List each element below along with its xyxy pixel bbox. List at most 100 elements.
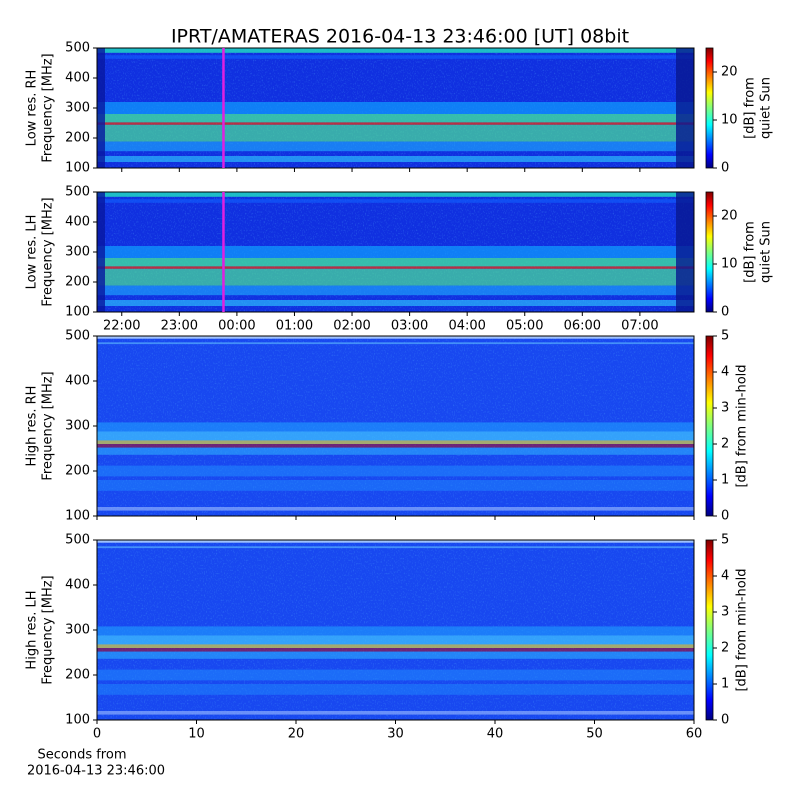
x-tick-label: 60 [686,727,703,742]
y-tick-label: 200 [65,131,90,146]
spectrogram-band [97,124,694,142]
spectrogram-band [97,546,694,549]
spectrogram-band [97,540,694,543]
colorbar-label: [dB] from [743,77,758,139]
y-tick-label: 200 [65,464,90,479]
x-tick-label: 06:00 [564,319,601,334]
spectrogram-edge [97,48,105,168]
spectrogram-band [97,300,694,306]
spectrogram-band [97,285,694,296]
spectrogram-band [97,342,694,345]
colorbar-tick-label: 0 [721,305,729,320]
y-axis-label: Frequency [MHz] [41,575,56,684]
colorbar-label: [dB] from [743,221,758,283]
spectrogram-band [97,336,694,339]
y-tick-label: 100 [65,161,90,176]
y-tick-label: 300 [65,245,90,260]
y-tick-label: 200 [65,275,90,290]
y-tick-label: 100 [65,509,90,524]
colorbar [705,539,714,721]
spectrogram-band [97,192,694,197]
spectrogram-band [97,156,694,162]
y-axis-label: Low res. RH [25,70,40,147]
spectrogram-band [97,648,694,652]
colorbar [705,47,714,169]
colorbar-tick-label: 1 [721,473,729,488]
colorbar-tick-label: 3 [721,401,729,416]
spectrogram-band [97,102,694,114]
y-tick-label: 300 [65,419,90,434]
spectrogram-band [97,447,694,455]
spectrogram-band [97,258,694,267]
spectrogram-band [97,440,694,444]
x-tick-label: 10 [188,727,205,742]
spectrogram-band [97,55,694,59]
y-tick-label: 400 [65,374,90,389]
spectrogram-band [97,199,694,203]
spectrogram-band [97,246,694,258]
colorbar-tick-label: 20 [721,65,738,80]
x-tick-label: 22:00 [103,319,140,334]
x-axis-label: 2016-04-13 23:46:00 [27,764,165,779]
x-tick-label: 0 [93,727,101,742]
spectrogram-band [97,266,694,269]
x-tick-label: 23:00 [161,319,198,334]
y-tick-label: 500 [65,41,90,56]
colorbar-label: [dB] from min-hold [735,364,750,487]
spectrogram-band [97,626,694,636]
spectrogram-band [97,507,694,511]
spectrogram-edge [676,48,694,168]
spectrogram-band [97,268,694,286]
spectrogram-band [97,48,694,53]
colorbar [705,335,714,517]
x-tick-label: 05:00 [506,319,543,334]
spectrogram-band [97,422,694,432]
y-tick-label: 400 [65,71,90,86]
y-axis-label: Frequency [MHz] [41,53,56,162]
x-tick-label: 07:00 [621,319,658,334]
colorbar-tick-label: 5 [721,533,729,548]
y-axis-label: Low res. LH [25,215,40,290]
y-tick-label: 400 [65,578,90,593]
x-axis-label: Seconds from [37,748,126,763]
x-tick-label: 04:00 [448,319,485,334]
colorbar [705,191,714,313]
y-tick-label: 100 [65,713,90,728]
x-tick-label: 00:00 [218,319,255,334]
spectrogram-band [97,141,694,152]
spectrogram-band [97,122,694,125]
y-tick-label: 400 [65,215,90,230]
y-tick-label: 500 [65,533,90,548]
x-tick-label: 01:00 [276,319,313,334]
x-tick-label: 50 [586,727,603,742]
colorbar-label: quiet Sun [759,77,774,139]
colorbar-tick-label: 0 [721,509,729,524]
spectrogram-band [97,480,694,491]
spectrogram-band [97,114,694,123]
spectrogram-band [97,644,694,648]
colorbar-tick-label: 10 [721,113,738,128]
x-tick-label: 02:00 [333,319,370,334]
colorbar-tick-label: 4 [721,569,729,584]
spectrogram-band [97,651,694,659]
x-tick-label: 20 [288,727,305,742]
y-axis-label: High res. LH [25,590,40,669]
colorbar-tick-label: 20 [721,209,738,224]
colorbar-tick-label: 1 [721,677,729,692]
spectrogram-band [97,684,694,695]
y-tick-label: 100 [65,305,90,320]
y-tick-label: 500 [65,329,90,344]
spectrogram-edge [97,192,105,312]
colorbar-label: quiet Sun [759,221,774,283]
y-axis-label: Frequency [MHz] [41,197,56,306]
spectrogram-band [97,444,694,448]
spectrogram-band [97,669,694,681]
spectrogram-band [97,465,694,477]
colorbar-tick-label: 2 [721,641,729,656]
y-tick-label: 300 [65,623,90,638]
colorbar-tick-label: 5 [721,329,729,344]
y-tick-label: 300 [65,101,90,116]
y-axis-label: High res. RH [25,386,40,467]
y-tick-label: 200 [65,668,90,683]
